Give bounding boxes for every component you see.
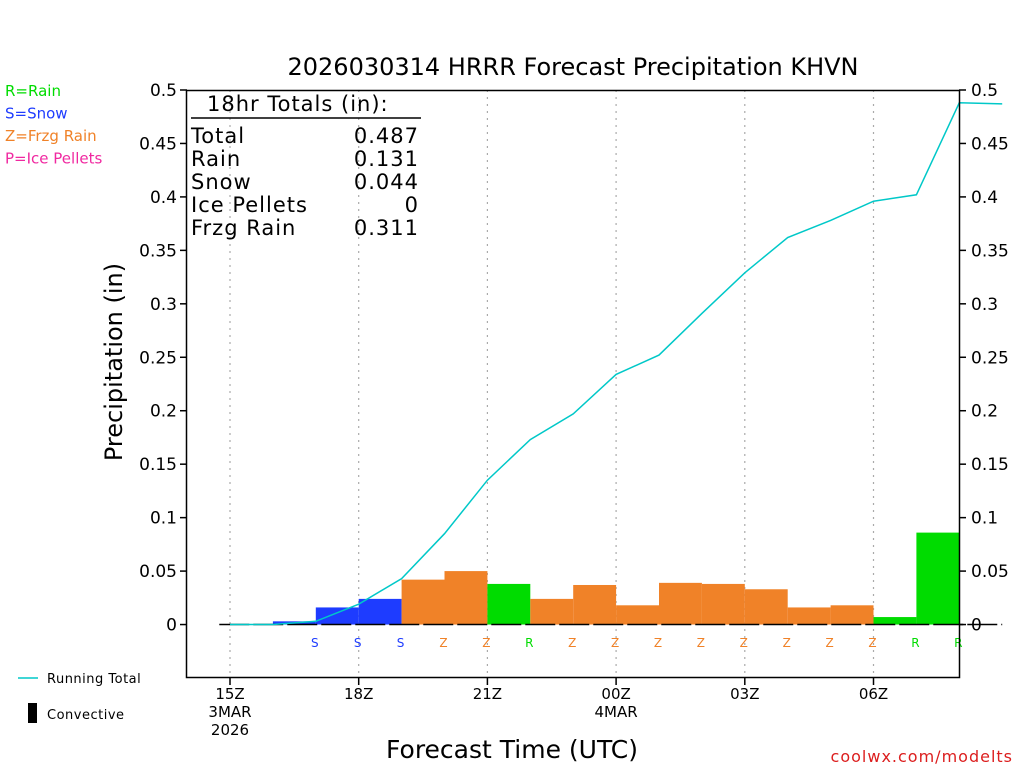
ptype-legend: R=Rain S=Snow Z=Frzg Rain P=Ice Pellets [5, 82, 102, 168]
bar-hour-6 [444, 571, 488, 625]
bar-hour-8 [530, 598, 574, 625]
ptype-letter-hour-9: Z [611, 636, 619, 650]
bar-hour-4 [358, 598, 402, 625]
vertical-gridlines [229, 90, 875, 678]
plot-frame [185, 89, 961, 679]
x-tick-label-2-0: 21Z [473, 685, 502, 703]
y-left-label-6: 0.3 [150, 295, 177, 315]
ptype-letter-hour-13: Z [783, 636, 791, 650]
ptype-letter-hour-3: S [354, 636, 362, 650]
y-right-label-2: 0.1 [971, 509, 998, 529]
x-tick-label-3-0: 00Z [601, 685, 630, 703]
x-tick-label-0-2: 2026 [211, 721, 249, 739]
y-right-label-3: 0.15 [971, 455, 1009, 475]
y-right-label-0: 0 [971, 616, 982, 636]
x-tick-label-4-0: 03Z [730, 685, 759, 703]
bar-hour-3 [315, 607, 359, 625]
x-tick-label-3-1: 4MAR [595, 703, 638, 721]
bar-hour-10 [616, 605, 659, 625]
bar-hour-17 [916, 532, 960, 625]
precip-bars [272, 532, 960, 625]
bar-hour-7 [487, 583, 531, 625]
totals-label-1: Rain [191, 147, 241, 171]
running-total-line [230, 102, 1003, 626]
totals-box: 18hr Totals (in): Total 0.487 Rain 0.131 Sno… [190, 92, 421, 240]
y-left-label-1: 0.05 [139, 562, 177, 582]
bar-hour-16 [873, 617, 917, 625]
y-left-label-9: 0.45 [139, 134, 177, 154]
y-left-label-7: 0.35 [139, 241, 177, 261]
totals-value-0: 0.487 [354, 124, 419, 148]
y-right-label-7: 0.35 [971, 241, 1009, 261]
ptype-letter-hour-17: R [954, 636, 962, 650]
y-left-label-0: 0 [166, 616, 177, 636]
x-axis-label: Forecast Time (UTC) [386, 735, 638, 764]
y-left-label-2: 0.1 [150, 509, 177, 529]
bar-hour-11 [659, 582, 702, 625]
ptype-letter-hour-15: Z [868, 636, 876, 650]
credit-text: coolwx.com/modelts [831, 747, 1013, 766]
totals-rows: Total 0.487 Rain 0.131 Snow 0.044 Ice Pellets 0… [190, 124, 419, 240]
ptype-legend-Z: Z=Frzg Rain [5, 127, 97, 145]
y-left-label-5: 0.25 [139, 348, 177, 368]
bar-hour-5 [401, 579, 445, 625]
ptype-letter-hour-16: R [911, 636, 919, 650]
bar-hour-12 [701, 583, 745, 625]
y-right-label-1: 0.05 [971, 562, 1009, 582]
ptype-legend-R: R=Rain [5, 82, 61, 100]
x-tick-label-0-1: 3MAR [208, 703, 251, 721]
totals-value-4: 0.311 [354, 216, 419, 240]
x-tick-label-0-0: 15Z [215, 685, 244, 703]
y-right-label-4: 0.2 [971, 402, 998, 422]
convective-legend-label: Convective [47, 708, 125, 723]
ptype-letter-hour-2: S [311, 636, 319, 650]
ptype-legend-P: P=Ice Pellets [5, 150, 102, 168]
ptype-letter-hour-4: S [397, 636, 405, 650]
y-axis-left: 0 0.05 0.1 0.15 0.2 0.25 0.3 0.35 0.4 0.45 0.5 [139, 81, 187, 636]
totals-label-2: Snow [191, 170, 252, 194]
totals-label-3: Ice Pellets [191, 193, 308, 217]
convective-legend-swatch [28, 703, 37, 723]
ptype-legend-S: S=Snow [5, 105, 68, 123]
ptype-letter-hour-8: Z [568, 636, 576, 650]
x-tick-label-1-0: 18Z [344, 685, 373, 703]
ptype-letter-hour-12: Z [740, 636, 748, 650]
bar-hour-14 [787, 607, 831, 625]
series-legend: Running Total Convective [18, 672, 141, 723]
y-right-label-9: 0.45 [971, 134, 1009, 154]
ptype-letter-hour-5: Z [439, 636, 447, 650]
bar-hour-13 [744, 589, 788, 625]
y-right-label-10: 0.5 [971, 81, 998, 101]
bar-hour-15 [830, 605, 874, 625]
x-tick-label-5-0: 06Z [859, 685, 888, 703]
y-left-label-4: 0.2 [150, 402, 177, 422]
running-total-legend-label: Running Total [47, 672, 141, 687]
totals-value-3: 0 [405, 193, 419, 217]
y-axis-right: 0 0.05 0.1 0.15 0.2 0.25 0.3 0.35 0.4 0.45 0.5 [959, 81, 1009, 636]
totals-heading: 18hr Totals (in): [207, 92, 389, 116]
y-left-label-10: 0.5 [150, 81, 177, 101]
ptype-letter-hour-6: Z [482, 636, 490, 650]
ptype-letter-hour-10: Z [654, 636, 662, 650]
ptype-letter-hour-14: Z [825, 636, 833, 650]
y-left-label-8: 0.4 [150, 188, 177, 208]
bar-hour-9 [573, 584, 617, 625]
totals-value-1: 0.131 [354, 147, 419, 171]
y-axis-label: Precipitation (in) [100, 263, 128, 461]
ptype-letter-hour-11: Z [697, 636, 705, 650]
totals-label-0: Total [190, 124, 245, 148]
y-right-label-6: 0.3 [971, 295, 998, 315]
ptype-letter-hour-7: R [525, 636, 533, 650]
y-right-label-5: 0.25 [971, 348, 1009, 368]
y-left-label-3: 0.15 [139, 455, 177, 475]
chart-title: 2026030314 HRRR Forecast Precipitation K… [287, 53, 858, 81]
totals-value-2: 0.044 [354, 170, 419, 194]
totals-label-4: Frzg Rain [191, 216, 296, 240]
y-right-label-8: 0.4 [971, 188, 998, 208]
